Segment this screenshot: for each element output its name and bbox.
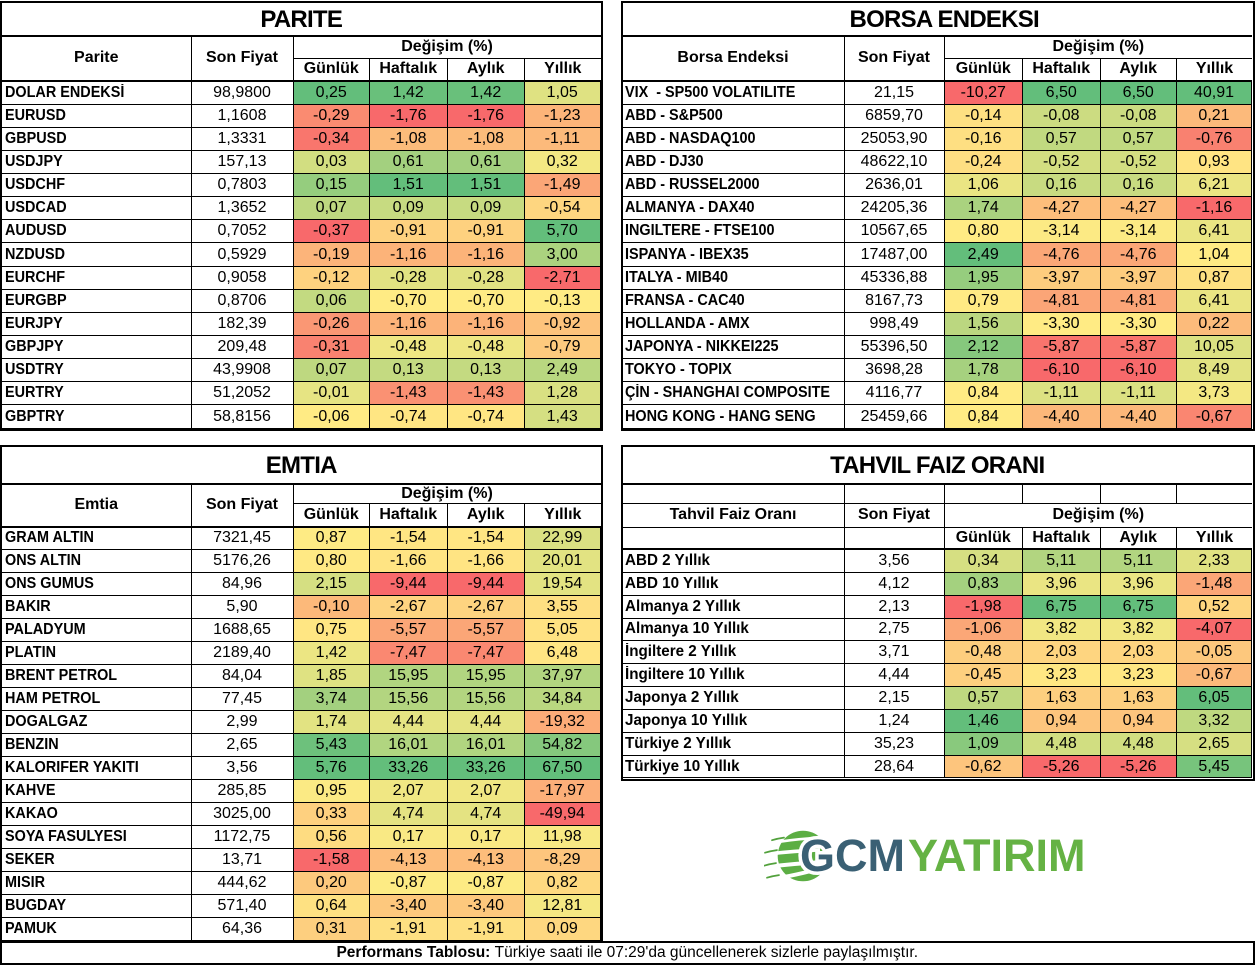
svg-text:GCM: GCM — [800, 830, 905, 881]
svg-text:YATIRIM: YATIRIM — [908, 830, 1086, 881]
